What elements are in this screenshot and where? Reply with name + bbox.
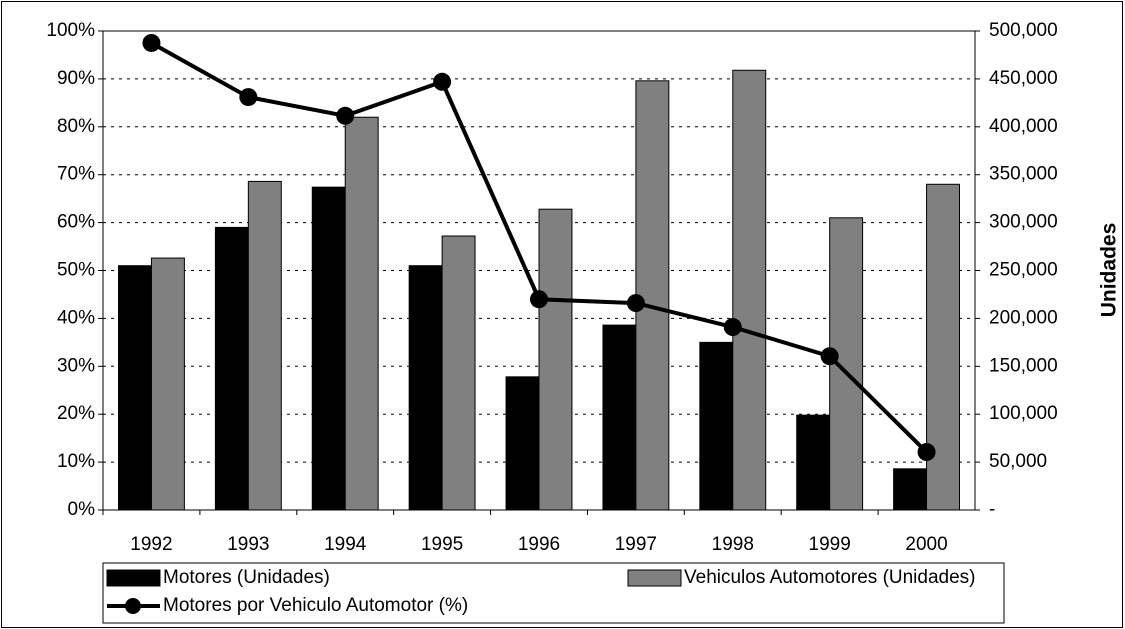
bar	[635, 80, 670, 511]
y2-tick-label: 350,000	[989, 164, 1058, 185]
bar	[118, 265, 152, 511]
y-tick-label: 40%	[57, 307, 95, 328]
legend-label: Motores por Vehiculo Automotor (%)	[163, 595, 468, 616]
line-marker	[820, 347, 839, 366]
y-tick-label: 10%	[57, 451, 95, 472]
y-tick-label: 50%	[57, 260, 95, 281]
bar	[926, 183, 960, 511]
y2-tick-label: 100,000	[989, 403, 1058, 424]
y-tick-label: 0%	[68, 499, 96, 520]
y-tick-label: 90%	[57, 68, 95, 89]
plot-border	[102, 30, 976, 511]
line-marker	[239, 88, 258, 107]
y2-tick-label: 300,000	[989, 212, 1058, 233]
line-marker	[336, 106, 355, 125]
y2-tick-label: 450,000	[989, 68, 1058, 89]
bar	[441, 235, 476, 511]
bar	[796, 414, 831, 511]
line-marker	[433, 72, 452, 91]
bar	[247, 180, 282, 511]
y2-tick-label: 200,000	[989, 307, 1058, 328]
x-tick-label: 1998	[712, 534, 754, 555]
y2-tick-label: 50,000	[989, 451, 1047, 472]
x-tick-label: 1993	[227, 534, 269, 555]
y-tick-label: 30%	[57, 355, 95, 376]
x-tick-label: 2000	[905, 534, 947, 555]
y2-tick-label: -	[989, 499, 995, 520]
x-tick-label: 1999	[809, 534, 851, 555]
bar	[893, 468, 928, 511]
legend-swatch	[627, 569, 682, 587]
y-tick-label: 20%	[57, 403, 95, 424]
line-marker	[626, 294, 645, 313]
bar	[699, 341, 734, 511]
x-tick-label: 1994	[324, 534, 367, 555]
legend-box	[102, 562, 1005, 624]
x-tick-label: 1996	[518, 534, 560, 555]
bar	[150, 257, 185, 511]
line-marker	[142, 33, 161, 52]
x-tick-label: 1992	[130, 534, 172, 555]
y-tick-label: 60%	[57, 212, 95, 233]
bar	[344, 116, 379, 511]
bar	[408, 265, 443, 511]
x-tick-label: 1995	[421, 534, 463, 555]
legend-swatch	[125, 598, 141, 614]
legend-swatch	[106, 569, 161, 587]
y-tick-label: 100%	[46, 20, 95, 41]
legend-label: Motores (Unidades)	[163, 567, 330, 588]
bar	[505, 376, 540, 511]
bar	[311, 186, 346, 511]
y2-tick-label: 150,000	[989, 355, 1058, 376]
x-tick-label: 1997	[615, 534, 657, 555]
line-marker	[530, 290, 548, 309]
y2-tick-label: 400,000	[989, 116, 1058, 137]
line-marker	[723, 318, 742, 337]
y2-axis-title: Unidades	[1098, 223, 1121, 318]
bar	[538, 208, 573, 511]
y2-tick-label: 250,000	[989, 260, 1058, 281]
line-marker	[917, 443, 936, 462]
bar	[602, 324, 637, 511]
y-tick-label: 70%	[57, 164, 95, 185]
y-tick-label: 80%	[57, 116, 95, 137]
bar	[732, 69, 767, 511]
legend-label: Vehiculos Automotores (Unidades)	[684, 567, 976, 588]
y2-tick-label: 500,000	[989, 20, 1058, 41]
bar	[214, 226, 249, 511]
